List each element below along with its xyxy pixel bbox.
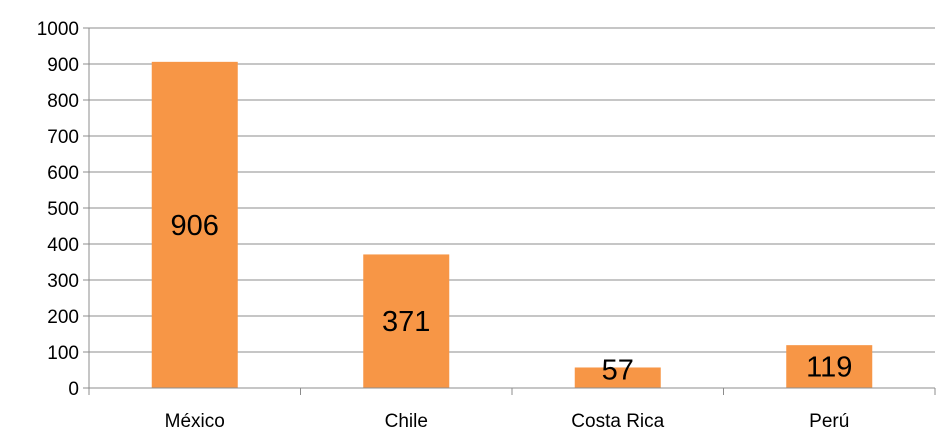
x-tick-label: Perú: [809, 411, 849, 432]
y-tick-label: 100: [47, 343, 79, 364]
y-tick-label: 300: [47, 271, 79, 292]
x-axis-ticks: México Chile Costa Rica Perú: [88, 388, 936, 432]
bar: [574, 367, 661, 388]
bar: [363, 254, 450, 388]
x-tick-label: Costa Rica: [571, 411, 664, 432]
y-tick-label: 600: [47, 163, 79, 184]
x-tick-label: Chile: [385, 411, 428, 432]
y-tick-label: 700: [47, 127, 79, 148]
y-tick-label: 500: [47, 199, 79, 220]
bars: [151, 61, 873, 389]
y-tick-label: 0: [68, 379, 79, 400]
y-axis-ticks: 0 100 200 300 400 500 600 700 800 900 1000: [37, 19, 89, 400]
data-label: 371: [382, 306, 430, 338]
y-tick-label: 200: [47, 307, 79, 328]
y-tick-label: 1000: [37, 19, 79, 40]
data-label: 57: [602, 354, 634, 386]
x-tick-label: México: [165, 411, 225, 432]
data-label: 906: [171, 210, 219, 242]
bar: [786, 345, 873, 388]
y-tick-label: 400: [47, 235, 79, 256]
bar: [151, 61, 238, 389]
data-labels: 906 371 57 119: [171, 210, 853, 387]
y-tick-label: 800: [47, 91, 79, 112]
data-label: 119: [806, 352, 852, 384]
y-tick-label: 900: [47, 55, 79, 76]
